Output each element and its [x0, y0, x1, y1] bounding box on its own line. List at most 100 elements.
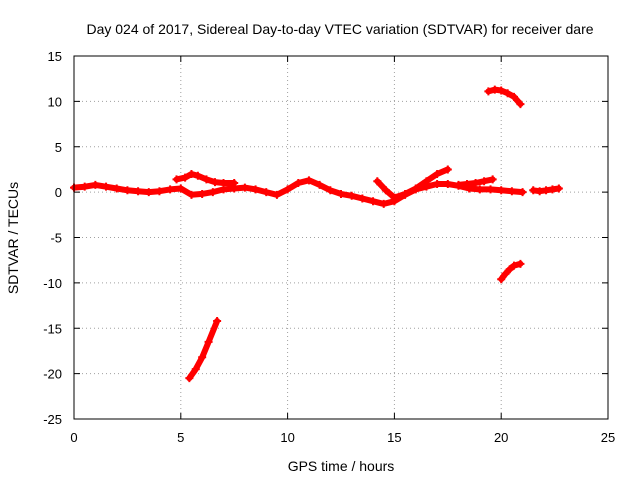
- data-point: [251, 185, 260, 194]
- data-point: [304, 176, 313, 185]
- series-line: [374, 166, 451, 201]
- data-point: [401, 189, 410, 198]
- data-point: [337, 189, 345, 198]
- data-point: [379, 199, 388, 208]
- data-point: [507, 187, 516, 196]
- data-point: [144, 188, 153, 197]
- data-point: [510, 261, 519, 270]
- data-point: [181, 173, 190, 182]
- data-point: [102, 182, 111, 191]
- data-point: [516, 100, 525, 109]
- data-point: [198, 189, 207, 198]
- data-point: [390, 193, 399, 202]
- data-point: [373, 177, 382, 186]
- data-point: [484, 87, 493, 96]
- x-tick-label: 15: [387, 430, 401, 445]
- y-tick-label: 0: [55, 185, 62, 200]
- axis-ticks: 0 5 10 15 20 25 -25 -20 -15 -10 -5 0 5 10 15: [43, 49, 615, 445]
- data-point: [503, 89, 512, 98]
- data-point: [497, 275, 506, 284]
- data-point: [294, 179, 303, 188]
- data-series: [70, 85, 563, 383]
- data-point: [91, 180, 100, 189]
- x-tick-label: 10: [280, 430, 294, 445]
- x-axis-label: GPS time / hours: [288, 458, 395, 474]
- data-point: [411, 184, 420, 193]
- data-point: [554, 184, 563, 193]
- data-point: [433, 179, 442, 188]
- data-point: [193, 171, 202, 180]
- data-point: [198, 353, 207, 362]
- data-point: [210, 178, 219, 187]
- data-point: [112, 184, 121, 193]
- y-tick-label: -15: [43, 321, 62, 336]
- y-axis-label: SDTVAR / TECUs: [5, 182, 21, 294]
- x-tick-label: 25: [601, 430, 615, 445]
- y-tick-label: -20: [43, 367, 62, 382]
- data-point: [471, 179, 480, 188]
- y-tick-label: 10: [48, 94, 62, 109]
- data-point: [497, 186, 506, 195]
- data-point: [463, 179, 472, 188]
- data-point: [230, 179, 239, 188]
- x-tick-label: 0: [70, 430, 77, 445]
- data-point: [454, 180, 463, 189]
- y-tick-label: -10: [43, 276, 62, 291]
- data-point: [204, 337, 213, 346]
- series-high-arc: [484, 85, 525, 109]
- data-point: [518, 188, 527, 197]
- data-point: [80, 182, 89, 191]
- y-tick-label: -25: [43, 412, 62, 427]
- data-point: [443, 165, 452, 174]
- series-rising-arc: [373, 165, 452, 202]
- data-point: [208, 188, 217, 197]
- data-point: [185, 374, 194, 383]
- data-point: [381, 186, 390, 195]
- data-point: [486, 185, 495, 194]
- data-point: [172, 175, 181, 184]
- data-point: [155, 187, 164, 196]
- chart-title: Day 024 of 2017, Sidereal Day-to-day VTE…: [86, 21, 593, 37]
- x-tick-label: 20: [494, 430, 508, 445]
- data-point: [262, 188, 271, 197]
- data-point: [202, 175, 211, 184]
- data-point: [272, 190, 281, 199]
- data-point: [219, 179, 228, 188]
- series-upper-arc: [172, 169, 239, 188]
- data-point: [187, 190, 196, 199]
- data-point: [480, 177, 489, 186]
- data-point: [475, 185, 484, 194]
- series-steep-descent: [185, 316, 222, 383]
- data-point: [240, 183, 249, 192]
- y-tick-label: 5: [55, 140, 62, 155]
- data-point: [497, 86, 506, 95]
- data-point: [213, 316, 222, 325]
- data-point: [123, 186, 132, 195]
- series-segment-18h-19-8h: [454, 175, 497, 189]
- data-point: [326, 186, 335, 195]
- y-tick-label: -5: [50, 231, 62, 246]
- data-point: [347, 191, 356, 200]
- data-point: [505, 265, 514, 274]
- data-point: [369, 197, 378, 206]
- data-point: [422, 177, 431, 186]
- data-point: [443, 179, 452, 188]
- data-point: [187, 169, 196, 178]
- data-point: [433, 169, 442, 178]
- data-point: [191, 365, 200, 374]
- data-point: [315, 180, 324, 189]
- grid-lines: [74, 56, 608, 419]
- data-point: [510, 92, 519, 101]
- series-low-arc: [497, 259, 525, 284]
- y-tick-label: 15: [48, 49, 62, 64]
- data-point: [358, 194, 367, 203]
- x-tick-label: 5: [177, 430, 184, 445]
- plot-frame: [73, 55, 609, 420]
- data-point: [501, 269, 510, 278]
- series-late-band: [529, 184, 563, 196]
- data-point: [516, 259, 525, 268]
- data-point: [488, 175, 497, 184]
- data-point: [166, 185, 175, 194]
- data-point: [134, 187, 143, 196]
